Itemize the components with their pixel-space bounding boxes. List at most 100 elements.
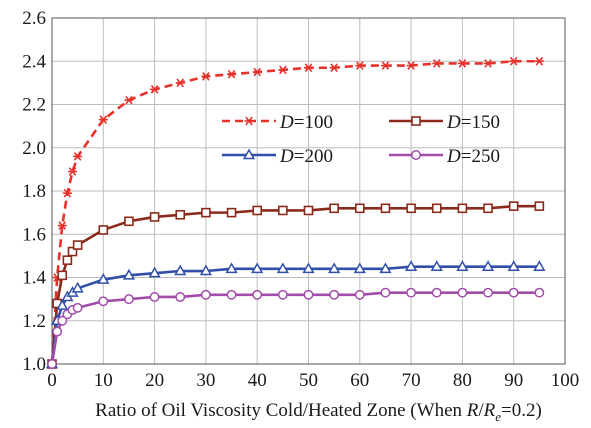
legend-label-var: D [279,112,294,133]
legend-marker [244,116,254,126]
legend-label: D=250 [446,146,500,167]
data-point [509,56,519,66]
data-point [355,61,365,70]
data-point [72,302,83,313]
legend-marker [411,116,421,126]
data-point [98,296,109,307]
legend-marker [411,150,421,160]
data-point [406,61,416,70]
data-point [252,205,262,216]
legend-label-var: D [279,146,294,167]
data-point [508,287,519,298]
data-point [174,264,187,276]
data-point [97,273,110,284]
data-point [62,255,73,266]
x-tick-label: 10 [94,370,113,391]
data-point [67,246,78,257]
data-point [303,205,314,216]
data-point [277,289,288,300]
data-point [98,115,108,124]
data-point [457,59,467,68]
data-point [124,216,134,227]
x-tick-label: 30 [196,370,215,391]
data-point [57,315,68,326]
data-point [380,203,391,214]
data-point [278,65,288,75]
legend-label-var: D [446,112,461,133]
data-point [483,59,493,68]
data-point [175,78,185,88]
series-0 [47,56,544,369]
legend-label-value: =100 [294,112,333,133]
data-point [329,63,339,73]
data-point [354,289,365,300]
x-tick-label: 70 [402,370,421,391]
data-point [201,72,211,81]
data-point [380,61,390,70]
data-point [149,292,160,302]
data-point [304,63,313,73]
y-tick-label: 1.6 [22,224,46,245]
data-point [226,207,237,218]
x-tick-label: 20 [145,370,164,391]
legend-label-value: =250 [461,146,500,167]
x-axis-label-part-end: =0.2) [501,400,542,421]
data-point [200,289,211,300]
data-point [73,152,83,161]
y-tick-label: 1.2 [22,311,46,332]
x-tick-label: 60 [350,370,369,391]
data-point [483,203,493,214]
data-point [329,289,340,300]
legend-label-value: =200 [294,146,333,167]
x-tick-label: 100 [551,370,580,391]
data-point [276,262,289,274]
data-point [481,260,495,271]
legend-item: D=150 [389,112,500,133]
data-point [149,212,160,222]
data-point [225,262,238,274]
plot-frame [51,17,566,365]
y-tick-label: 2.4 [22,51,46,72]
series-line [50,265,540,365]
x-axis-label-var-re: R [483,400,496,421]
series-3 [47,287,545,369]
data-point [52,326,63,337]
legend-marker [242,148,256,160]
legend-item: D=250 [389,146,500,167]
data-point [302,262,315,274]
data-point [354,203,365,214]
data-point [430,260,443,271]
series-line [50,291,540,365]
data-point [353,262,366,274]
data-point [329,203,339,214]
x-tick-label: 40 [248,370,267,391]
x-axis-label-var-r: R [466,400,479,421]
data-point [226,289,237,300]
data-point [278,205,288,216]
x-tick-label: 0 [47,370,57,391]
data-point [227,69,237,79]
data-point [252,67,262,77]
data-point [150,85,160,94]
data-point [56,299,69,310]
data-point [457,287,468,298]
data-point [431,203,442,214]
data-point [431,287,442,298]
series-line [50,204,540,365]
y-tick-label: 1.0 [22,354,46,375]
legend-item: D=100 [222,112,333,133]
data-point [303,289,314,300]
y-tick-label: 2.6 [22,8,46,29]
data-point [457,203,468,214]
x-axis-label-subscript: e [495,409,501,424]
data-point [432,59,442,68]
data-point [456,260,469,271]
data-point [124,95,134,105]
data-point [406,287,417,298]
data-point [252,289,263,300]
data-point [148,266,161,278]
y-tick-label: 2.0 [22,138,46,159]
data-point [57,221,67,230]
legend-item: D=200 [222,146,333,167]
